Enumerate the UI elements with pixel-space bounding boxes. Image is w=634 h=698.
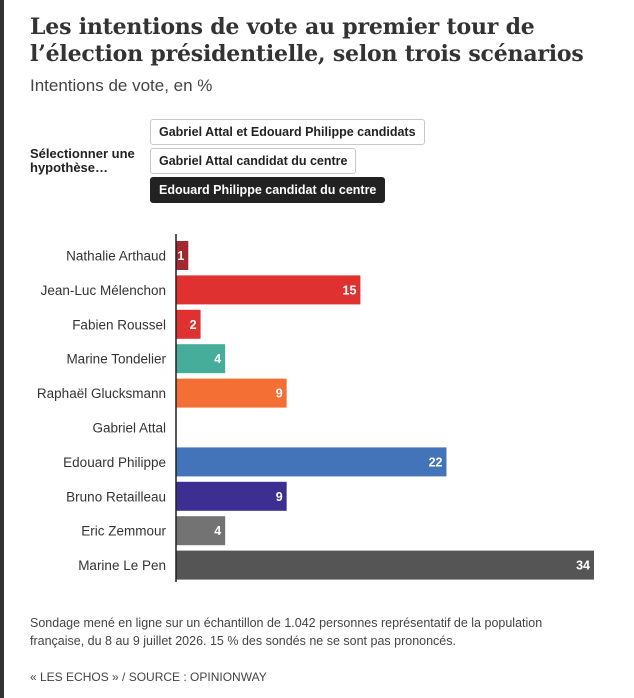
- data-label-edouard-philippe: 22: [429, 455, 443, 469]
- scenario-selector: Sélectionner une hypothèse… Gabriel Atta…: [30, 104, 630, 203]
- category-label-jean-luc-melenchon: Jean-Luc Mélenchon: [41, 283, 166, 298]
- category-label-raphael-glucksmann: Raphaël Glucksmann: [37, 386, 166, 401]
- chart-subtitle: Intentions de vote, en %: [30, 76, 213, 95]
- data-label-fabien-roussel: 2: [190, 318, 197, 332]
- category-label-eric-zemmour: Eric Zemmour: [81, 524, 166, 539]
- selector-label: Sélectionner une hypothèse…: [30, 146, 135, 175]
- left-border: [0, 0, 4, 698]
- bar-fabien-roussel[interactable]: [176, 309, 201, 339]
- footnote: Sondage mené en ligne sur un échantillon…: [30, 616, 543, 648]
- bar-chart: Nathalie Arthaud 1 Jean-Luc Mélenchon 15 Fab…: [37, 234, 594, 582]
- bar-marine-tondelier[interactable]: [176, 344, 226, 374]
- bar-nathalie-arthaud[interactable]: [176, 241, 189, 270]
- category-label-marine-le-pen: Marine Le Pen: [78, 558, 166, 573]
- data-label-marine-le-pen: 34: [576, 559, 590, 573]
- category-label-edouard-philippe: Edouard Philippe: [63, 455, 166, 470]
- option-attal-and-philippe[interactable]: Gabriel Attal et Edouard Philippe candid…: [150, 119, 425, 145]
- category-label-bruno-retailleau: Bruno Retailleau: [66, 489, 166, 504]
- source: « LES ECHOS » / SOURCE : OPINIONWAY: [30, 670, 267, 684]
- category-label-fabien-roussel: Fabien Roussel: [72, 317, 166, 332]
- category-label-nathalie-arthaud: Nathalie Arthaud: [66, 249, 166, 264]
- category-label-gabriel-attal: Gabriel Attal: [92, 421, 166, 436]
- bar-edouard-philippe[interactable]: [176, 447, 447, 477]
- header: Les intentions de vote au premier tour d…: [30, 14, 620, 96]
- bar-eric-zemmour[interactable]: [176, 516, 226, 546]
- bar-jean-luc-melenchon[interactable]: [176, 275, 361, 305]
- option-philippe-centre[interactable]: Edouard Philippe candidat du centre: [150, 177, 386, 203]
- data-label-nathalie-arthaud: 1: [177, 249, 184, 263]
- chart-title: Les intentions de vote au premier tour d…: [30, 14, 584, 67]
- category-label-marine-tondelier: Marine Tondelier: [66, 352, 166, 367]
- data-label-bruno-retailleau: 9: [276, 490, 283, 504]
- data-label-marine-tondelier: 4: [214, 352, 221, 366]
- data-label-raphael-glucksmann: 9: [276, 387, 283, 401]
- option-attal-centre[interactable]: Gabriel Attal candidat du centre: [150, 148, 357, 174]
- data-label-eric-zemmour: 4: [214, 524, 221, 538]
- bar-bruno-retailleau[interactable]: [176, 481, 287, 511]
- bar-raphael-glucksmann[interactable]: [176, 378, 287, 408]
- bar-marine-le-pen[interactable]: [176, 550, 594, 580]
- data-label-jean-luc-melenchon: 15: [343, 283, 357, 297]
